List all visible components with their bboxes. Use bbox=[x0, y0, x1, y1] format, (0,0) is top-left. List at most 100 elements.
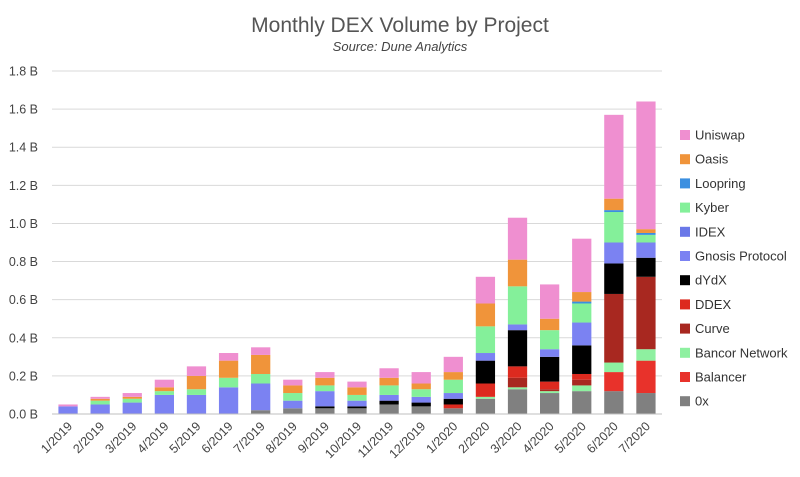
y-tick-label: 1.8 B bbox=[9, 65, 38, 79]
bar-segment bbox=[540, 389, 560, 392]
y-tick-label: 0.8 B bbox=[9, 255, 38, 269]
bar-segment bbox=[572, 345, 592, 374]
bar-segment bbox=[572, 238, 592, 293]
bar-segment bbox=[604, 263, 624, 294]
x-axis-ticks: 1/20192/20193/20194/20195/20196/20197/20… bbox=[38, 419, 653, 461]
bar-segment bbox=[572, 303, 592, 323]
bar-segment bbox=[636, 393, 656, 414]
bar-segment bbox=[604, 114, 624, 199]
bar-segment bbox=[186, 394, 207, 414]
legend-swatch bbox=[680, 251, 690, 261]
bar-segment bbox=[507, 330, 528, 367]
bar-segment bbox=[251, 354, 271, 374]
bar-segment bbox=[604, 372, 624, 392]
bar-segment bbox=[507, 217, 528, 260]
bar-segment bbox=[507, 324, 528, 331]
legend-label: Balancer bbox=[695, 370, 747, 385]
x-tick-label: 7/2020 bbox=[616, 419, 653, 456]
bar-segment bbox=[283, 379, 303, 386]
bar-segment bbox=[90, 398, 110, 401]
bar-segment bbox=[186, 366, 207, 376]
bar-segment bbox=[58, 406, 78, 414]
bar-segment bbox=[154, 394, 174, 414]
x-tick-label: 10/2019 bbox=[322, 419, 364, 461]
bar-segment bbox=[507, 286, 528, 325]
y-tick-label: 1.4 B bbox=[9, 141, 38, 155]
x-tick-label: 1/2019 bbox=[38, 419, 75, 456]
y-tick-label: 1.0 B bbox=[9, 217, 38, 231]
bar-segment bbox=[540, 349, 560, 357]
bar-segment bbox=[540, 381, 560, 390]
bar-segment bbox=[636, 234, 656, 243]
bar-segment bbox=[604, 391, 624, 414]
legend-label: Oasis bbox=[695, 152, 729, 167]
bar-segment bbox=[283, 393, 303, 401]
y-tick-label: 0.0 B bbox=[9, 408, 38, 422]
bar-segment bbox=[347, 406, 367, 409]
legend-label: Gnosis Protocol bbox=[695, 249, 787, 264]
bar-segment bbox=[540, 330, 560, 350]
bar-segment bbox=[58, 404, 78, 407]
bar-segment bbox=[572, 322, 592, 346]
bar-segment bbox=[636, 360, 656, 394]
x-tick-label: 4/2020 bbox=[520, 419, 557, 456]
x-tick-label: 2/2019 bbox=[70, 419, 107, 456]
bar-segment bbox=[604, 198, 624, 211]
legend-swatch bbox=[680, 372, 690, 382]
x-tick-label: 1/2020 bbox=[424, 419, 461, 456]
x-tick-label: 5/2020 bbox=[552, 419, 589, 456]
bar-segment bbox=[507, 377, 528, 388]
bar-segment bbox=[572, 292, 592, 302]
bar-segment bbox=[218, 387, 239, 414]
legend-label: Curve bbox=[695, 321, 730, 336]
bar-segment bbox=[507, 366, 528, 378]
x-tick-label: 12/2019 bbox=[386, 419, 428, 461]
chart-subtitle: Source: Dune Analytics bbox=[333, 39, 468, 54]
bar-segment bbox=[475, 353, 496, 361]
bar-segment bbox=[379, 385, 399, 395]
bar-segment bbox=[475, 276, 496, 304]
bar-segment bbox=[251, 373, 271, 384]
bar-segment bbox=[475, 383, 496, 397]
legend-swatch bbox=[680, 299, 690, 310]
bar-segment bbox=[636, 276, 656, 350]
legend-label: Kyber bbox=[695, 200, 730, 215]
bar-segment bbox=[411, 389, 431, 397]
legend-swatch bbox=[680, 323, 690, 334]
bar-segment bbox=[572, 373, 592, 380]
legend-swatch bbox=[680, 154, 690, 165]
x-tick-label: 6/2019 bbox=[199, 419, 236, 456]
bar-segment bbox=[251, 383, 271, 411]
bar-segment bbox=[154, 379, 174, 388]
bar-segment bbox=[443, 372, 463, 380]
chart-title: Monthly DEX Volume by Project bbox=[251, 14, 549, 37]
bar-segment bbox=[411, 406, 431, 414]
bar-segment bbox=[379, 394, 399, 401]
bar-segment bbox=[572, 379, 592, 386]
bar-segment bbox=[347, 408, 367, 414]
bar-segment bbox=[218, 377, 239, 388]
bar-segment bbox=[572, 385, 592, 392]
x-tick-label: 7/2019 bbox=[231, 419, 268, 456]
bar-segment bbox=[315, 385, 335, 392]
bar-segment bbox=[572, 391, 592, 414]
legend-swatch bbox=[680, 130, 690, 140]
bar-segment bbox=[540, 391, 560, 394]
bar-segment bbox=[90, 404, 110, 414]
legend-label: Bancor Network bbox=[695, 345, 788, 360]
x-tick-label: 4/2019 bbox=[135, 419, 172, 456]
bar-segment bbox=[347, 400, 367, 407]
bar-segment bbox=[122, 398, 142, 403]
x-tick-label: 6/2020 bbox=[584, 419, 621, 456]
bar-segment bbox=[475, 396, 496, 399]
bar-segment bbox=[411, 402, 431, 407]
bar-segment bbox=[507, 387, 528, 390]
legend-swatch bbox=[680, 178, 690, 189]
bar-segment bbox=[218, 353, 239, 361]
legend-label: Loopring bbox=[695, 176, 746, 191]
bar-segment bbox=[315, 377, 335, 386]
bars bbox=[52, 101, 662, 415]
bar-segment bbox=[636, 349, 656, 361]
bar-segment bbox=[540, 318, 560, 331]
bar-segment bbox=[347, 381, 367, 388]
